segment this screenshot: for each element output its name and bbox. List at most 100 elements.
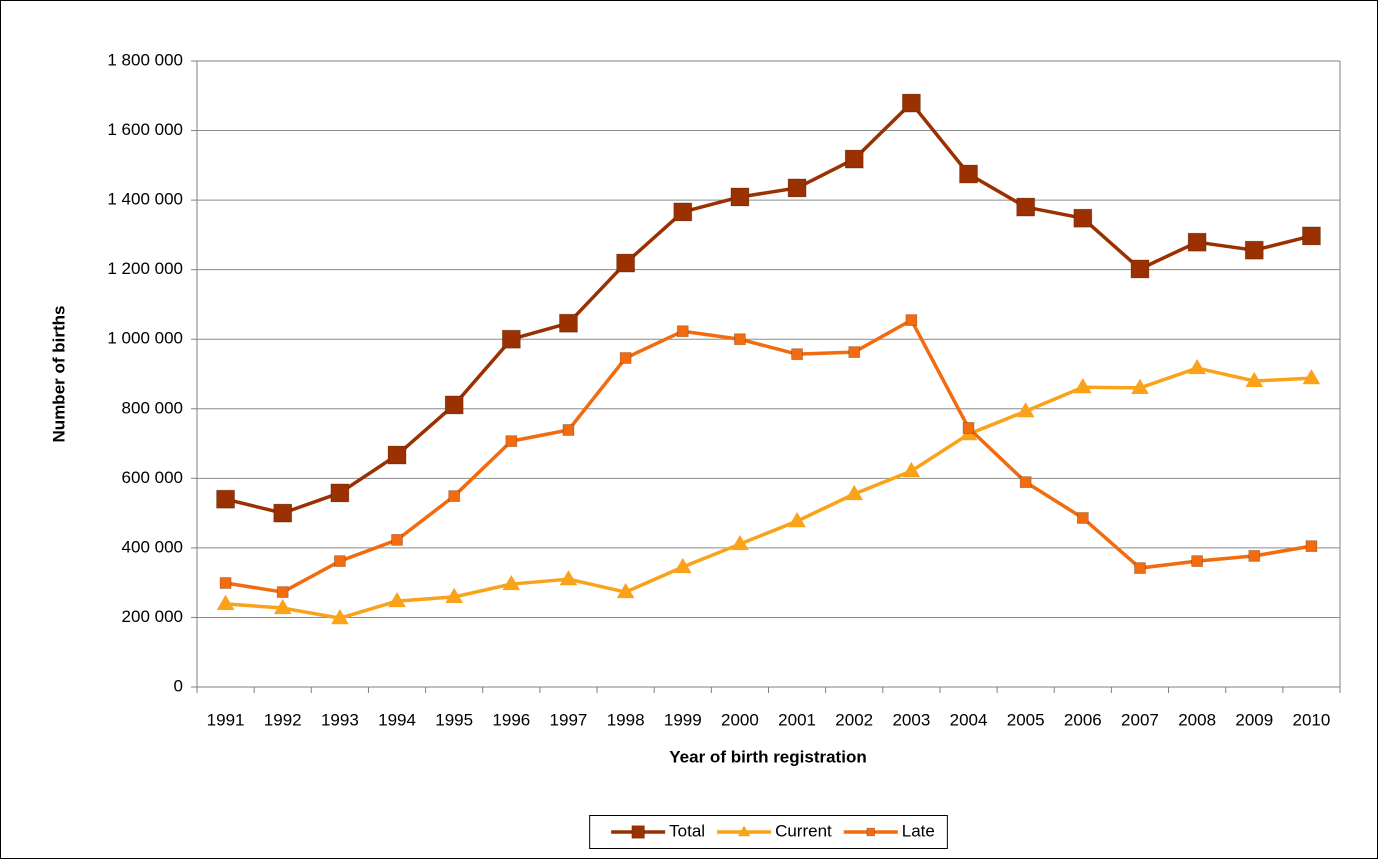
point	[737, 825, 751, 837]
point	[387, 445, 407, 465]
y-tick-label: 200 000	[122, 607, 183, 626]
point	[502, 574, 521, 591]
point	[1302, 226, 1321, 246]
x-tick-label: 2008	[1178, 710, 1216, 729]
x-tick-label: 1992	[264, 710, 302, 729]
point	[448, 490, 461, 502]
x-tick-label: 1991	[207, 710, 245, 729]
point	[788, 511, 806, 528]
y-tick-label: 1 200 000	[107, 259, 183, 278]
x-tick-label: 2003	[892, 710, 930, 729]
point	[1074, 378, 1092, 394]
y-tick-label: 1 000 000	[107, 329, 183, 348]
point	[791, 348, 803, 361]
point	[562, 424, 575, 436]
x-tick-label: 1998	[607, 710, 645, 729]
point	[1302, 369, 1321, 385]
point	[673, 202, 693, 222]
x-tick-label: 2000	[721, 710, 759, 729]
point	[391, 533, 403, 546]
y-axis-label: Number of births	[49, 306, 68, 443]
x-tick-label: 1995	[435, 710, 473, 729]
x-tick-label: 2002	[835, 710, 873, 729]
y-tick-label: 0	[174, 676, 183, 695]
point	[848, 346, 861, 358]
y-tick-label: 800 000	[122, 398, 183, 417]
point	[616, 582, 635, 599]
point	[673, 557, 692, 574]
y-tick-label: 1 600 000	[107, 120, 183, 139]
point	[330, 483, 350, 503]
point	[1134, 562, 1146, 574]
legend: Total Current Late	[589, 815, 948, 849]
x-tick-label: 2006	[1064, 710, 1102, 729]
legend-label: Total	[669, 821, 705, 840]
point	[1305, 540, 1318, 553]
point	[1073, 208, 1093, 228]
point	[676, 325, 689, 338]
point	[845, 484, 864, 501]
series	[216, 93, 1321, 523]
x-tick-label: 1996	[492, 710, 530, 729]
point	[901, 93, 921, 113]
point	[1016, 197, 1036, 217]
x-tick-label: 2007	[1121, 710, 1159, 729]
point	[866, 827, 876, 837]
point	[905, 314, 918, 326]
series-line	[225, 318, 1312, 594]
point	[731, 534, 749, 551]
point	[616, 253, 636, 273]
x-tick-label: 1997	[550, 710, 588, 729]
point	[216, 489, 235, 509]
point	[388, 591, 406, 608]
point	[559, 570, 578, 586]
y-tick-label: 400 000	[122, 537, 183, 556]
point	[959, 164, 978, 184]
x-tick-label: 2001	[778, 710, 816, 729]
x-tick-label: 2004	[950, 710, 988, 729]
point	[844, 149, 864, 169]
point	[505, 435, 518, 448]
point	[902, 461, 921, 478]
series-line	[225, 101, 1312, 515]
point	[1191, 555, 1204, 568]
point	[1019, 476, 1032, 489]
point	[631, 825, 645, 839]
point	[219, 577, 232, 589]
point	[730, 187, 750, 207]
point	[501, 329, 521, 349]
x-tick-label: 1993	[321, 710, 359, 729]
x-tick-label: 1999	[664, 710, 702, 729]
point	[559, 313, 578, 333]
point	[331, 609, 349, 625]
y-tick-label: 1 400 000	[107, 190, 183, 209]
point	[276, 586, 289, 598]
y-tick-label: 1 800 000	[107, 50, 183, 69]
x-tick-label: 1994	[378, 710, 416, 729]
point	[273, 503, 293, 523]
point	[273, 598, 292, 615]
x-axis-label: Year of birth registration	[669, 747, 866, 766]
point	[962, 422, 975, 434]
series-line	[225, 366, 1312, 620]
point	[1076, 512, 1089, 524]
point	[1188, 358, 1206, 375]
y-tick-label: 600 000	[122, 468, 183, 487]
x-tick-label: 2009	[1235, 710, 1273, 729]
legend-label: Late	[902, 821, 935, 840]
point	[216, 594, 235, 610]
point	[619, 352, 632, 364]
point	[1187, 232, 1207, 252]
legend-label: Current	[775, 821, 832, 840]
point	[734, 333, 746, 346]
x-tick-label: 2010	[1293, 710, 1331, 729]
point	[445, 587, 463, 604]
point	[1245, 371, 1264, 388]
point	[1244, 240, 1264, 260]
point	[1131, 378, 1149, 394]
point	[1130, 259, 1150, 279]
point	[1016, 402, 1035, 418]
